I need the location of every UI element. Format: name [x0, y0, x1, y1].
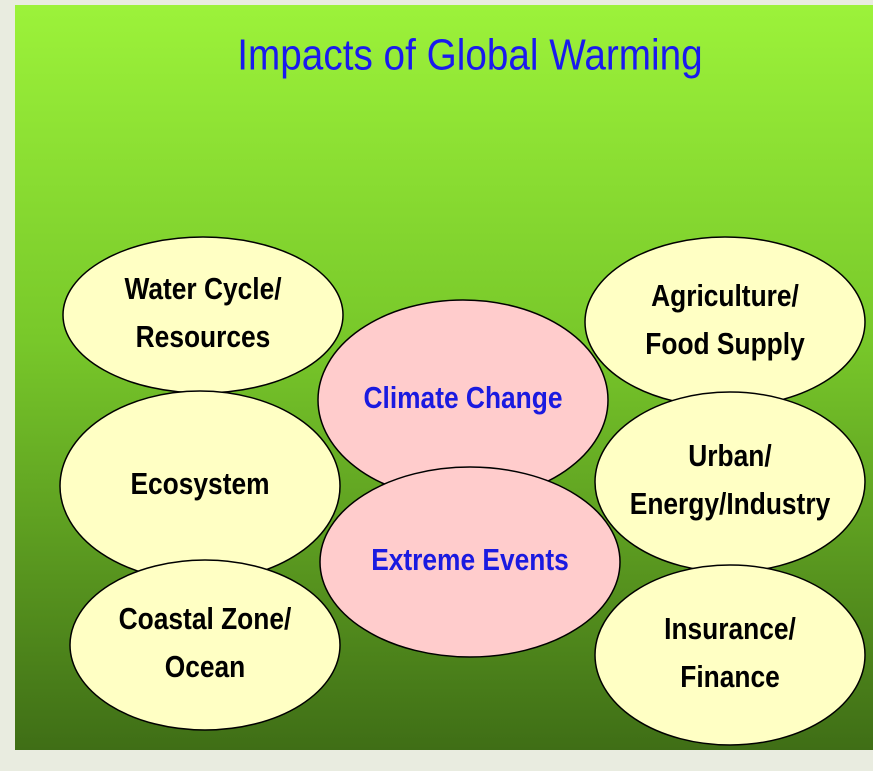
impact-ellipse-label: Coastal Zone/ — [119, 602, 292, 636]
impact-ellipse-label: Insurance/ — [664, 612, 796, 646]
impact-ellipse-label: Urban/ — [688, 439, 771, 473]
impact-ellipse — [69, 559, 341, 731]
nodes: Water Cycle/Resources Ecosystem Coastal Zo… — [59, 236, 866, 746]
impact-ellipse-label: Ecosystem — [130, 467, 269, 501]
impact-ellipse-label: Food Supply — [645, 327, 804, 361]
impact-ellipse-label: Resources — [136, 320, 271, 354]
impact-ellipse-label: Ocean — [165, 650, 246, 684]
driver-ellipse — [319, 466, 621, 658]
title: Impacts of Global Warming — [237, 29, 702, 79]
driver-ellipse-label: Climate Change — [363, 381, 562, 415]
impact-ellipse — [594, 391, 866, 573]
impact-ellipse-label: Agriculture/ — [651, 279, 799, 313]
impact-ellipse — [594, 564, 866, 746]
impact-ellipse-label: Water Cycle/ — [124, 272, 281, 306]
impact-ellipse-label: Finance — [680, 660, 780, 694]
impact-ellipse — [584, 236, 866, 408]
driver-ellipse-label: Extreme Events — [371, 543, 569, 577]
impact-ellipse-label: Energy/Industry — [630, 487, 830, 521]
impact-ellipse — [62, 236, 344, 394]
